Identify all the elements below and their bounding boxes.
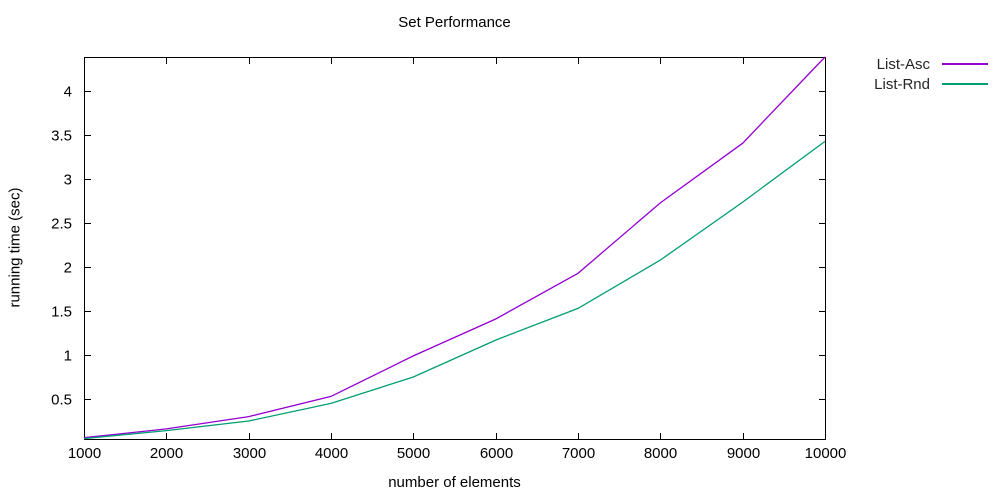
plot-frame — [84, 57, 826, 440]
x-tick-labels: 1000 2000 3000 4000 5000 6000 7000 8000 9000 1000… — [68, 445, 847, 462]
series-lines — [83, 56, 826, 440]
x-tick-label: 2000 — [150, 445, 183, 462]
x-tick-label: 1000 — [68, 445, 101, 462]
series-line-list-rnd — [83, 140, 826, 440]
x-tick-label: 4000 — [315, 445, 348, 462]
y-tick-labels: 0.5 1 1.5 2 2.5 3 3.5 4 — [51, 84, 72, 409]
legend-item-list-rnd: List-Rnd — [848, 74, 988, 94]
y-axis-label: running time (sec) — [6, 187, 24, 308]
x-tick-label: 7000 — [562, 445, 595, 462]
legend-label: List-Asc — [876, 55, 930, 73]
y-tick-label: 3 — [64, 172, 72, 189]
legend: List-Asc List-Rnd — [848, 54, 988, 94]
legend-line-swatch-list-rnd — [942, 83, 988, 85]
x-tick-label: 8000 — [644, 445, 677, 462]
y-tick-label: 2.5 — [51, 216, 72, 233]
y-tick-label: 0.5 — [51, 392, 72, 409]
x-ticks — [84, 58, 826, 439]
y-tick-label: 1 — [64, 348, 72, 365]
y-tick-label: 3.5 — [51, 128, 72, 145]
series-line-list-asc — [83, 56, 826, 439]
legend-item-list-asc: List-Asc — [848, 54, 988, 74]
x-tick-label: 5000 — [397, 445, 430, 462]
chart-title: Set Performance — [398, 14, 511, 31]
y-tick-label: 1.5 — [51, 304, 72, 321]
legend-line-swatch-list-asc — [942, 63, 988, 65]
legend-label: List-Rnd — [874, 75, 930, 93]
x-tick-label: 9000 — [727, 445, 760, 462]
x-tick-label: 10000 — [805, 445, 847, 462]
y-ticks — [85, 91, 825, 400]
x-axis-label: number of elements — [388, 474, 521, 491]
y-tick-label: 2 — [64, 260, 72, 277]
x-tick-label: 6000 — [480, 445, 513, 462]
x-tick-label: 3000 — [233, 445, 266, 462]
y-tick-label: 4 — [64, 84, 72, 101]
